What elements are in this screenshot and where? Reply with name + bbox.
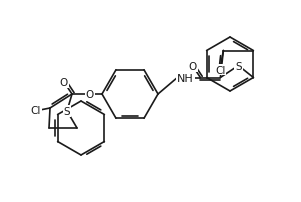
Text: S: S [64, 106, 70, 116]
Text: S: S [235, 61, 242, 71]
Text: O: O [86, 89, 94, 100]
Text: O: O [60, 78, 68, 87]
Text: Cl: Cl [31, 105, 41, 115]
Text: O: O [188, 61, 197, 71]
Text: NH: NH [177, 73, 194, 83]
Text: Cl: Cl [215, 65, 225, 75]
